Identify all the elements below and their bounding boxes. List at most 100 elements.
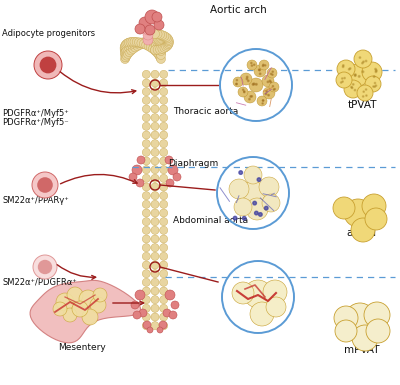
Circle shape bbox=[333, 197, 355, 219]
Circle shape bbox=[160, 304, 168, 312]
Circle shape bbox=[258, 213, 262, 216]
Circle shape bbox=[365, 76, 381, 92]
Circle shape bbox=[246, 198, 268, 220]
Circle shape bbox=[142, 235, 150, 243]
Circle shape bbox=[156, 30, 164, 39]
Circle shape bbox=[269, 82, 279, 92]
Circle shape bbox=[142, 252, 150, 260]
Circle shape bbox=[63, 308, 77, 322]
Circle shape bbox=[270, 73, 272, 74]
Circle shape bbox=[373, 86, 374, 87]
Circle shape bbox=[151, 42, 160, 50]
Circle shape bbox=[136, 38, 145, 47]
Circle shape bbox=[160, 157, 168, 165]
Text: Diaphragm: Diaphragm bbox=[168, 159, 218, 167]
Circle shape bbox=[173, 173, 181, 181]
Circle shape bbox=[38, 260, 52, 274]
Circle shape bbox=[251, 95, 252, 97]
Circle shape bbox=[240, 73, 252, 85]
Circle shape bbox=[262, 65, 264, 67]
Circle shape bbox=[143, 25, 153, 35]
Circle shape bbox=[352, 325, 378, 351]
Circle shape bbox=[150, 40, 158, 50]
Circle shape bbox=[374, 82, 376, 84]
Text: SM22α⁺/PDGFRα⁺: SM22α⁺/PDGFRα⁺ bbox=[2, 278, 77, 286]
Circle shape bbox=[146, 43, 155, 52]
Circle shape bbox=[160, 235, 168, 243]
Circle shape bbox=[257, 96, 267, 106]
Circle shape bbox=[160, 296, 168, 304]
Circle shape bbox=[122, 51, 131, 60]
Circle shape bbox=[148, 40, 156, 49]
Circle shape bbox=[337, 60, 355, 78]
Circle shape bbox=[365, 208, 387, 230]
Circle shape bbox=[160, 140, 168, 148]
Circle shape bbox=[154, 44, 163, 53]
Circle shape bbox=[72, 301, 88, 317]
Circle shape bbox=[358, 75, 360, 77]
Circle shape bbox=[126, 38, 135, 47]
Circle shape bbox=[151, 209, 159, 217]
Circle shape bbox=[362, 71, 364, 73]
Circle shape bbox=[244, 280, 272, 308]
Circle shape bbox=[142, 226, 150, 234]
Circle shape bbox=[151, 140, 159, 148]
Text: SM22α⁺/PPARγ⁺: SM22α⁺/PPARγ⁺ bbox=[2, 196, 69, 204]
Circle shape bbox=[160, 32, 169, 40]
Circle shape bbox=[262, 75, 274, 87]
Circle shape bbox=[344, 199, 372, 227]
Polygon shape bbox=[30, 280, 141, 343]
Circle shape bbox=[375, 68, 376, 70]
Circle shape bbox=[164, 40, 173, 49]
Circle shape bbox=[363, 61, 364, 62]
Circle shape bbox=[120, 45, 129, 54]
Text: PDGFRα⁺/Myf5⁻: PDGFRα⁺/Myf5⁻ bbox=[2, 117, 69, 127]
Circle shape bbox=[137, 38, 146, 47]
Circle shape bbox=[151, 88, 159, 96]
Circle shape bbox=[160, 209, 168, 217]
Circle shape bbox=[265, 93, 267, 95]
Text: Aortic arch: Aortic arch bbox=[210, 5, 267, 15]
Circle shape bbox=[354, 50, 372, 68]
Circle shape bbox=[259, 60, 269, 70]
Text: aPVAT: aPVAT bbox=[346, 228, 378, 238]
Circle shape bbox=[82, 309, 98, 325]
Circle shape bbox=[142, 209, 150, 217]
Circle shape bbox=[248, 80, 249, 82]
Circle shape bbox=[151, 226, 159, 234]
Circle shape bbox=[141, 38, 150, 47]
Circle shape bbox=[67, 287, 83, 303]
Circle shape bbox=[142, 321, 150, 330]
Circle shape bbox=[342, 66, 344, 67]
Circle shape bbox=[128, 40, 136, 50]
Circle shape bbox=[160, 200, 168, 208]
Circle shape bbox=[142, 244, 150, 252]
Circle shape bbox=[79, 290, 97, 308]
Circle shape bbox=[142, 140, 150, 148]
Circle shape bbox=[164, 35, 173, 44]
Circle shape bbox=[142, 218, 150, 226]
Circle shape bbox=[267, 68, 277, 78]
Circle shape bbox=[150, 30, 160, 38]
Circle shape bbox=[33, 255, 57, 279]
Circle shape bbox=[376, 70, 377, 71]
Circle shape bbox=[238, 87, 248, 97]
Circle shape bbox=[274, 89, 275, 90]
Circle shape bbox=[263, 280, 287, 304]
Circle shape bbox=[250, 96, 251, 97]
Circle shape bbox=[140, 38, 149, 47]
Circle shape bbox=[142, 296, 150, 304]
Circle shape bbox=[123, 39, 132, 48]
Circle shape bbox=[153, 43, 162, 52]
Circle shape bbox=[132, 39, 141, 48]
Circle shape bbox=[151, 296, 159, 304]
Circle shape bbox=[145, 25, 155, 35]
Circle shape bbox=[151, 192, 159, 200]
Circle shape bbox=[126, 42, 135, 50]
Text: PDGFRα⁺/Myf5⁺: PDGFRα⁺/Myf5⁺ bbox=[2, 109, 69, 117]
Circle shape bbox=[142, 131, 150, 139]
Circle shape bbox=[131, 43, 140, 52]
Circle shape bbox=[53, 302, 67, 316]
Circle shape bbox=[340, 82, 342, 83]
Circle shape bbox=[139, 309, 147, 317]
